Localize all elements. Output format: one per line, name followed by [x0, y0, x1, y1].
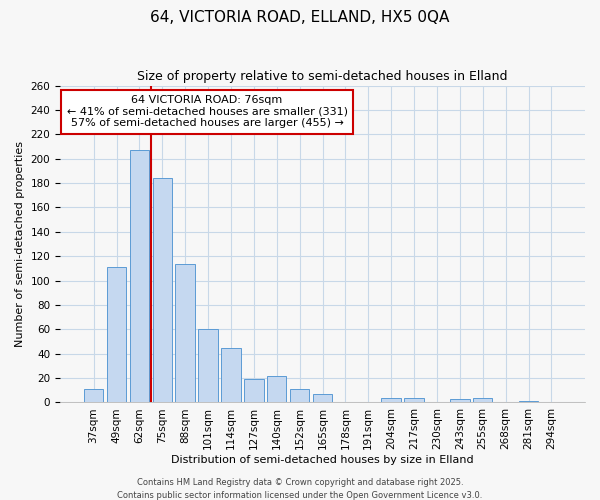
Bar	[199, 330, 218, 402]
Bar	[107, 267, 126, 402]
Text: 64, VICTORIA ROAD, ELLAND, HX5 0QA: 64, VICTORIA ROAD, ELLAND, HX5 0QA	[151, 10, 449, 25]
Title: Size of property relative to semi-detached houses in Elland: Size of property relative to semi-detach…	[137, 70, 508, 83]
Bar	[290, 389, 310, 402]
Bar	[519, 401, 538, 402]
Text: Contains HM Land Registry data © Crown copyright and database right 2025.
Contai: Contains HM Land Registry data © Crown c…	[118, 478, 482, 500]
X-axis label: Distribution of semi-detached houses by size in Elland: Distribution of semi-detached houses by …	[171, 455, 474, 465]
Bar	[404, 398, 424, 402]
Bar	[175, 264, 195, 402]
Bar	[152, 178, 172, 402]
Bar	[130, 150, 149, 403]
Y-axis label: Number of semi-detached properties: Number of semi-detached properties	[15, 141, 25, 347]
Bar	[450, 399, 470, 402]
Bar	[84, 389, 103, 402]
Text: 64 VICTORIA ROAD: 76sqm
← 41% of semi-detached houses are smaller (331)
57% of s: 64 VICTORIA ROAD: 76sqm ← 41% of semi-de…	[67, 95, 347, 128]
Bar	[244, 380, 263, 402]
Bar	[382, 398, 401, 402]
Bar	[313, 394, 332, 402]
Bar	[221, 348, 241, 403]
Bar	[267, 376, 286, 402]
Bar	[473, 398, 493, 402]
